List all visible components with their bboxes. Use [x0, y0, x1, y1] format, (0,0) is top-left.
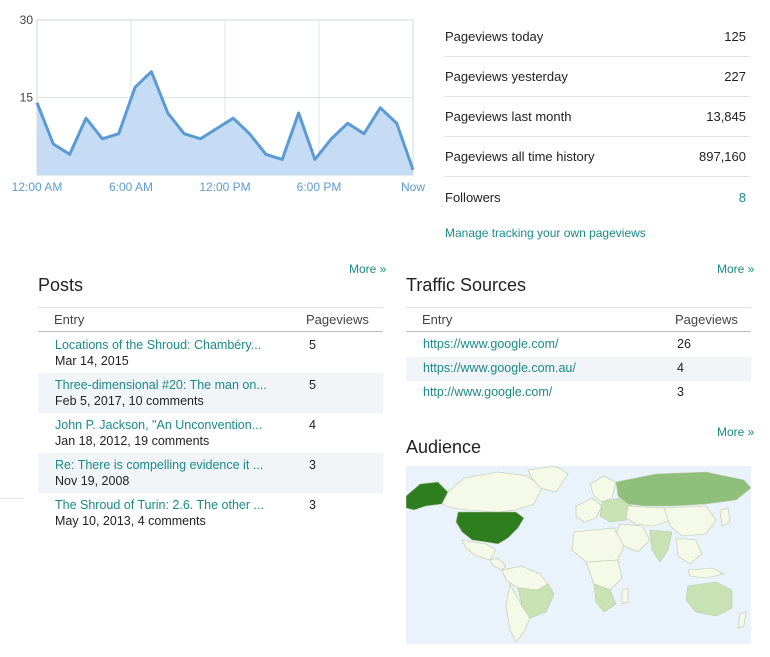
chart-x-tick: 6:00 AM [109, 180, 153, 194]
post-row: John P. Jackson, "An Unconvention... Jan… [38, 413, 383, 453]
stat-value: 897,160 [699, 149, 746, 164]
stat-row-followers: Followers 8 [444, 177, 750, 217]
post-pageviews: 3 [309, 498, 316, 512]
map-south-america-south [505, 583, 531, 643]
stat-value: 227 [724, 69, 746, 84]
stat-label: Pageviews last month [445, 109, 572, 124]
stat-value: 13,845 [706, 109, 746, 124]
traffic-source-link[interactable]: https://www.google.com.au/ [423, 361, 576, 375]
map-central-america [489, 557, 507, 571]
post-title-link[interactable]: Locations of the Shroud: Chambéry... [55, 338, 262, 352]
audience-world-map[interactable] [406, 466, 751, 644]
chart-x-tick: 12:00 PM [199, 180, 250, 194]
map-japan [719, 507, 731, 527]
map-europe-east [599, 497, 633, 523]
post-pageviews: 3 [309, 458, 316, 472]
traffic-col-entry: Entry [422, 312, 453, 327]
map-greenland [527, 466, 569, 493]
map-south-africa [593, 583, 617, 613]
traffic-more-link[interactable]: More » [717, 262, 755, 276]
post-pageviews: 4 [309, 418, 316, 432]
traffic-table-header: Entry Pageviews [406, 307, 751, 332]
map-new-zealand [737, 611, 747, 629]
chart-y-tick: 15 [20, 91, 34, 105]
traffic-col-pageviews: Pageviews [675, 312, 738, 327]
map-australia[interactable] [685, 581, 733, 617]
traffic-row: https://www.google.com/ 26 [406, 333, 751, 357]
stat-row-all-time: Pageviews all time history 897,160 [444, 137, 750, 177]
post-title-link[interactable]: Three-dimensional #20: The man on... [55, 378, 267, 392]
post-title-link[interactable]: The Shroud of Turin: 2.6. The other ... [55, 498, 264, 512]
map-southeast-asia [675, 537, 703, 565]
chart-y-tick: 30 [20, 13, 34, 27]
map-indonesia [687, 567, 725, 579]
map-north-africa [571, 527, 625, 563]
followers-link[interactable]: 8 [738, 189, 746, 205]
traffic-title: Traffic Sources [406, 275, 527, 295]
posts-title: Posts [38, 275, 84, 295]
post-row: The Shroud of Turin: 2.6. The other ... … [38, 493, 383, 533]
map-scandinavia [589, 475, 617, 503]
stat-label: Pageviews all time history [445, 149, 595, 164]
posts-more-link[interactable]: More » [349, 262, 387, 276]
traffic-row: http://www.google.com/ 3 [406, 381, 751, 405]
stat-label: Pageviews yesterday [445, 69, 568, 84]
stat-row-yesterday: Pageviews yesterday 227 [444, 57, 750, 97]
chart-x-tick: 12:00 AM [12, 180, 63, 194]
chart-x-tick: Now [401, 180, 425, 194]
map-madagascar [621, 587, 629, 605]
post-meta: Nov 19, 2008 [55, 474, 130, 488]
post-pageviews: 5 [309, 378, 316, 392]
post-meta: May 10, 2013, 4 comments [55, 514, 206, 528]
traffic-row: https://www.google.com.au/ 4 [406, 357, 751, 381]
map-canada [441, 471, 543, 513]
chart-line [35, 70, 415, 171]
posts-table-header: Entry Pageviews [38, 307, 383, 332]
chart-x-ticks: 12:00 AM 6:00 AM 12:00 PM 6:00 PM Now [12, 180, 426, 194]
post-row: Three-dimensional #20: The man on... Feb… [38, 373, 383, 413]
map-usa[interactable] [455, 511, 525, 545]
traffic-pageviews: 4 [677, 361, 684, 375]
post-title-link[interactable]: Re: There is compelling evidence it ... [55, 458, 264, 472]
chart-y-ticks: 30 15 [20, 13, 34, 105]
map-russia [615, 471, 751, 507]
manage-tracking-link[interactable]: Manage tracking your own pageviews [445, 226, 646, 240]
post-meta: Mar 14, 2015 [55, 354, 129, 368]
pageviews-chart: 30 15 12:00 AM 6:00 AM 12:00 PM 6:00 PM Now [12, 13, 426, 194]
traffic-pageviews: 26 [677, 337, 691, 351]
posts-col-pageviews: Pageviews [306, 312, 369, 327]
divider [0, 498, 24, 499]
posts-col-entry: Entry [54, 312, 85, 327]
chart-x-tick: 6:00 PM [297, 180, 342, 194]
map-china [663, 505, 717, 537]
post-meta: Jan 18, 2012, 19 comments [55, 434, 210, 448]
map-india [649, 529, 673, 563]
post-title-link[interactable]: John P. Jackson, "An Unconvention... [55, 418, 263, 432]
traffic-source-link[interactable]: http://www.google.com/ [423, 385, 553, 399]
traffic-source-link[interactable]: https://www.google.com/ [423, 337, 559, 351]
post-row: Locations of the Shroud: Chambéry... Mar… [38, 333, 383, 373]
stat-row-today: Pageviews today 125 [444, 17, 750, 57]
post-meta: Feb 5, 2017, 10 comments [55, 394, 204, 408]
post-row: Re: There is compelling evidence it ... … [38, 453, 383, 493]
stats-panel: Pageviews today 125 Pageviews yesterday … [444, 17, 750, 217]
stat-label: Pageviews today [445, 29, 544, 44]
audience-title: Audience [406, 437, 482, 457]
map-europe-west [575, 497, 603, 523]
stat-label: Followers [445, 189, 501, 205]
traffic-pageviews: 3 [677, 385, 684, 399]
stat-value: 125 [724, 29, 746, 44]
map-central-africa [585, 559, 623, 591]
post-pageviews: 5 [309, 338, 316, 352]
audience-more-link[interactable]: More » [717, 425, 755, 439]
stat-row-last-month: Pageviews last month 13,845 [444, 97, 750, 137]
